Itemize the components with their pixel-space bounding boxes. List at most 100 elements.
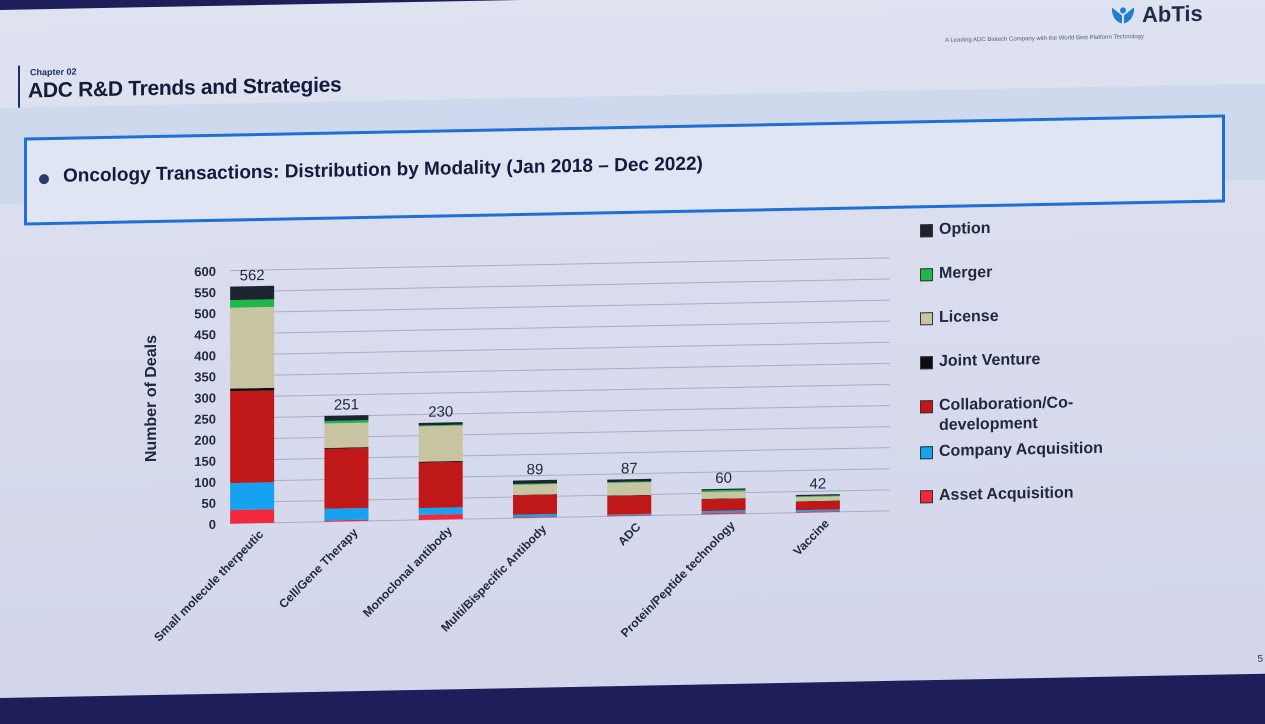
- logo-text: AbTis: [1142, 0, 1203, 28]
- y-tick-label: 400: [194, 348, 216, 363]
- bar-segment: [324, 507, 369, 521]
- x-tick-label: Cell/Gene Therapy: [276, 525, 361, 611]
- chart-legend: Option Merger License Joint Venture Collabor…: [920, 215, 1180, 504]
- gridline: [230, 278, 890, 293]
- bar-segment: [513, 483, 557, 485]
- y-tick-label: 600: [194, 264, 216, 279]
- bar-segment: [513, 483, 557, 495]
- bullet-icon: [39, 174, 49, 185]
- bar-segment: [324, 420, 369, 424]
- legend-label: Merger: [939, 263, 993, 282]
- bar-segment: [701, 498, 746, 512]
- y-tick-label: 0: [209, 517, 216, 532]
- gridline: [230, 383, 890, 398]
- bar-segment: [324, 519, 369, 522]
- gridline: [230, 299, 890, 314]
- legend-label: Collaboration/Co-development: [939, 394, 1074, 434]
- x-tick-label: Monoclonal antibody: [360, 523, 455, 619]
- bar-segment: [607, 513, 652, 516]
- y-tick-label: 300: [194, 390, 216, 405]
- chart-subtitle: Oncology Transactions: Distribution by M…: [63, 153, 703, 187]
- bar-segment: [418, 461, 463, 509]
- legend-label: Option: [939, 219, 991, 238]
- y-tick-label: 200: [194, 433, 216, 448]
- legend-swatch: [920, 224, 933, 238]
- y-tick-label: 50: [202, 496, 216, 511]
- gridline: [230, 257, 890, 272]
- y-tick-label: 250: [194, 411, 216, 426]
- chapter-marker: [18, 65, 20, 112]
- bar-segment: [795, 500, 840, 511]
- tagline: A Leading ADC Biotech Company with the W…: [945, 34, 1144, 44]
- y-tick-label: 100: [194, 475, 216, 490]
- bar-segment: [607, 481, 652, 484]
- bar-segment: [795, 511, 840, 513]
- bar-segment: [324, 415, 369, 421]
- bar-segment: [513, 494, 557, 515]
- legend-label: Joint Venture: [939, 351, 1041, 370]
- bar-segment: [230, 306, 275, 389]
- legend-item: Merger: [920, 260, 1159, 285]
- legend-item: License: [920, 304, 1159, 329]
- bar-segment: [795, 500, 840, 502]
- legend-swatch: [920, 400, 933, 414]
- bar-segment: [795, 495, 840, 498]
- legend-swatch: [920, 446, 933, 460]
- page-number: 5: [1257, 653, 1263, 665]
- legend-swatch: [920, 312, 933, 326]
- legend-swatch: [920, 268, 933, 282]
- presentation-slide: Chapter 02 ADC R&D Trends and Strategies…: [0, 0, 1265, 699]
- bar-segment: [418, 507, 463, 515]
- bar-segment: [607, 478, 652, 483]
- bar-segment: [230, 387, 275, 392]
- y-tick-label: 450: [194, 327, 216, 342]
- legend-item: Collaboration/Co-development: [920, 392, 1159, 437]
- bar-segment: [607, 514, 652, 517]
- bar-segment: [418, 514, 463, 520]
- bar-segment: [418, 425, 463, 462]
- legend-label: Company Acquisition: [939, 439, 1103, 460]
- chapter-label: Chapter 02: [30, 66, 77, 78]
- bar-segment: [701, 488, 746, 491]
- gridline: [230, 362, 890, 377]
- y-tick-label: 350: [194, 369, 216, 384]
- bar-segment: [324, 447, 369, 509]
- bar-segment: [701, 510, 746, 514]
- bar-segment: [795, 496, 840, 502]
- x-tick-label: Vaccine: [790, 516, 832, 558]
- y-tick-label: 550: [194, 285, 216, 300]
- bar-segment: [701, 491, 746, 499]
- x-tick-label: Multi/Bispecific Antibody: [438, 522, 549, 635]
- total-data-label: 251: [334, 396, 359, 413]
- total-data-label: 60: [715, 470, 732, 487]
- stacked-bar-chart: 0 50 100 150 200 250 300 350 400 450 500 550 600 Numb…: [143, 257, 890, 644]
- bar-segment: [230, 509, 275, 524]
- bar-segment: [513, 513, 557, 518]
- abtis-logo: AbTis: [1110, 1, 1203, 29]
- total-data-label: 42: [810, 475, 827, 492]
- bar-segment: [230, 390, 275, 484]
- legend-item: Option: [920, 216, 1159, 241]
- bar-segment: [607, 494, 652, 497]
- bar-segment: [418, 460, 463, 463]
- legend-item: Joint Venture: [920, 348, 1159, 373]
- total-data-label: 562: [240, 267, 265, 284]
- bar-segment: [230, 482, 275, 511]
- bar-segment: [607, 482, 652, 496]
- legend-swatch: [920, 490, 933, 504]
- x-tick-label: ADC: [615, 520, 644, 549]
- bar-segment: [230, 299, 275, 308]
- y-axis-title: Number of Deals: [143, 335, 160, 463]
- legend-label: License: [939, 307, 999, 326]
- x-tick-label: Small molecule therpeutic: [151, 527, 266, 644]
- bar-segment: [418, 424, 463, 427]
- bar-segment: [701, 498, 746, 500]
- bar-segment: [701, 512, 746, 515]
- logo-icon: [1112, 7, 1134, 24]
- bar-segment: [795, 509, 840, 512]
- bar-segment: [324, 422, 369, 448]
- y-tick-label: 150: [194, 454, 216, 469]
- legend-item: Asset Acquisition: [920, 482, 1159, 507]
- total-data-label: 87: [621, 460, 638, 477]
- bar-segment: [513, 494, 557, 496]
